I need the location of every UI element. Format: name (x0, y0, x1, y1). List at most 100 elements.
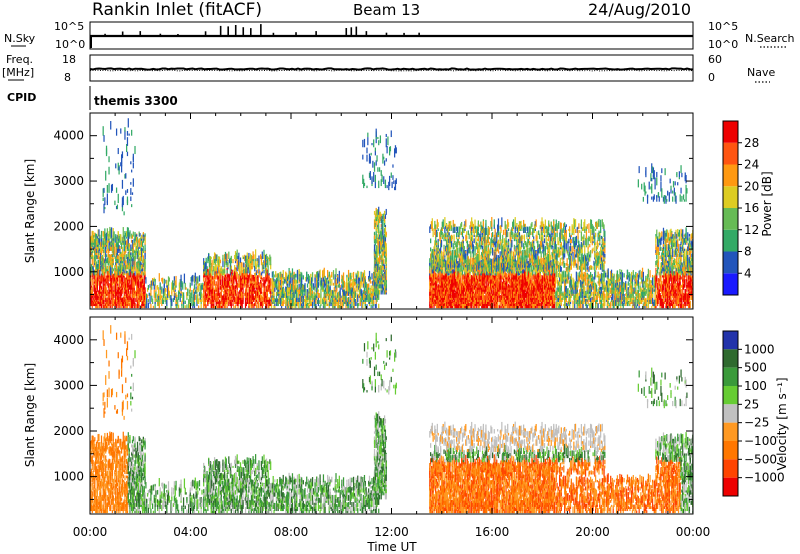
power-cell (254, 272, 257, 280)
power-cell (129, 258, 131, 262)
power-cell (164, 288, 166, 296)
power-cell (450, 288, 452, 298)
power-cell (268, 273, 270, 280)
power-cell (141, 295, 143, 298)
power-cell (141, 234, 143, 239)
power-cell (470, 284, 472, 288)
power-cell (238, 295, 240, 302)
power-cell (270, 290, 272, 294)
power-cell (119, 281, 121, 288)
power-cell (354, 299, 356, 307)
power-cell (247, 256, 249, 260)
power-cell (267, 282, 269, 288)
power-cell (327, 303, 329, 307)
power-cell (216, 286, 218, 290)
power-cell (312, 295, 315, 300)
power-cell (440, 265, 443, 270)
power-cell (251, 258, 253, 264)
power-cell (460, 285, 462, 294)
power-cell (293, 288, 295, 298)
power-cell (335, 279, 337, 286)
power-cell (450, 237, 452, 244)
power-cell (327, 270, 329, 278)
power-cell (465, 219, 467, 227)
power-cell (487, 297, 490, 302)
power-cell (373, 281, 375, 286)
power-cell (130, 261, 132, 270)
power-cell (342, 305, 344, 309)
power-cell (96, 295, 98, 298)
power-cell (212, 281, 214, 288)
power-cell (373, 232, 376, 240)
power-cell (222, 295, 224, 300)
power-cell (452, 243, 454, 250)
power-cell (225, 287, 227, 292)
power-cell (480, 268, 482, 274)
power-cell (491, 216, 493, 227)
power-cell (454, 226, 456, 234)
power-cell (257, 264, 259, 268)
power-cell (111, 261, 114, 268)
power-cell (443, 287, 445, 292)
power-cell (297, 300, 299, 309)
power-cell (90, 236, 93, 243)
power-cell (277, 286, 279, 290)
power-cell (279, 274, 281, 282)
power-cell (342, 286, 345, 294)
power-cell (108, 183, 110, 193)
power-cell (125, 240, 127, 245)
power-cell (105, 145, 108, 155)
power-cell (378, 236, 380, 240)
power-cell (469, 246, 471, 254)
power-cell (436, 276, 438, 284)
power-cell (214, 270, 217, 274)
power-cell (337, 275, 339, 278)
power-cell (452, 219, 454, 227)
power-cell (378, 211, 381, 215)
power-cell (240, 284, 242, 288)
power-cell (431, 290, 433, 294)
power-cell (379, 135, 382, 144)
power-cell (371, 291, 373, 294)
power-cell (260, 280, 262, 284)
power-cell (446, 266, 449, 274)
power-cell (305, 276, 307, 282)
power-cell (455, 257, 458, 264)
power-cell (449, 250, 451, 254)
power-cell (131, 192, 134, 195)
power-cell (450, 275, 453, 280)
power-cell (264, 280, 266, 288)
power-cell (379, 241, 382, 250)
power-cell (167, 288, 169, 298)
power-cell (383, 156, 385, 160)
nsky-tick-bottom: 10^0 (55, 38, 85, 51)
power-cell (383, 259, 385, 264)
power-cell (435, 298, 437, 302)
power-cell (175, 294, 177, 305)
power-cell (462, 274, 464, 278)
power-cell (385, 266, 387, 270)
power-cell (105, 232, 108, 237)
power-cell (102, 230, 104, 237)
power-cell (432, 287, 434, 292)
power-cell (316, 272, 318, 278)
power-cell (123, 284, 125, 288)
power-cell (99, 302, 101, 307)
power-cell (116, 259, 119, 264)
power-cell (264, 288, 266, 298)
power-cell (443, 248, 445, 252)
power-cell (193, 284, 196, 290)
power-cell (288, 275, 290, 284)
power-cell (296, 284, 299, 290)
power-cell (131, 233, 133, 239)
power-cell (155, 290, 157, 298)
power-cell (101, 298, 103, 305)
power-cell (136, 304, 138, 309)
power-cell (486, 239, 488, 246)
power-cell (300, 279, 302, 288)
power-cell (351, 296, 353, 302)
power-cell (382, 258, 384, 262)
power-cell (306, 298, 309, 302)
power-cell (471, 235, 474, 242)
power-cell (225, 280, 227, 286)
